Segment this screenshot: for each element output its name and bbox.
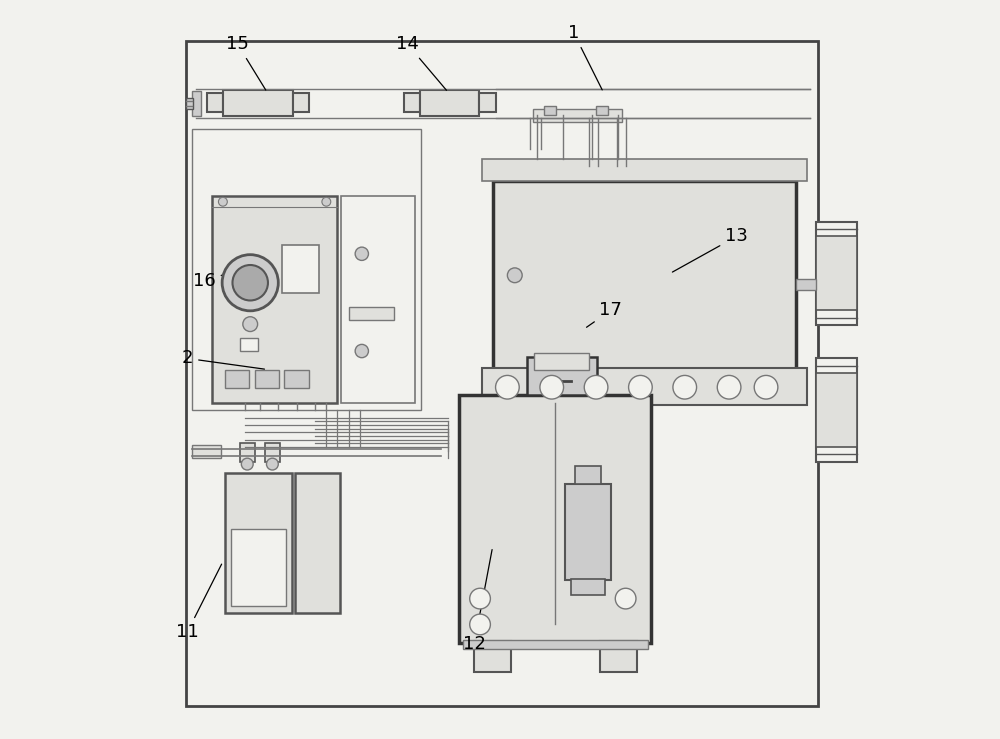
Bar [186, 41, 818, 706]
Bar [816, 358, 857, 462]
Circle shape [615, 588, 636, 609]
Bar [349, 307, 394, 320]
Circle shape [629, 375, 652, 399]
Circle shape [507, 268, 522, 282]
Bar [571, 579, 605, 595]
Circle shape [717, 375, 741, 399]
Bar [295, 473, 340, 613]
Bar [265, 443, 280, 462]
Bar [533, 109, 622, 122]
Text: 12: 12 [463, 550, 492, 653]
Bar [212, 196, 337, 403]
Bar [544, 106, 556, 115]
Bar [585, 164, 601, 173]
Circle shape [496, 375, 519, 399]
Bar [816, 373, 857, 447]
Text: 14: 14 [396, 35, 446, 90]
Bar [192, 445, 221, 458]
Bar [284, 370, 309, 388]
Bar [816, 222, 857, 325]
Circle shape [470, 614, 490, 635]
Text: 1: 1 [568, 24, 602, 90]
Bar [404, 93, 420, 112]
Bar [231, 529, 286, 606]
Bar [293, 93, 309, 112]
Text: 11: 11 [176, 564, 222, 641]
Bar [282, 245, 319, 293]
Bar [420, 90, 479, 116]
Bar [613, 164, 629, 173]
Circle shape [218, 197, 227, 206]
Bar [225, 473, 292, 613]
Circle shape [584, 375, 608, 399]
Bar [463, 640, 648, 649]
Bar [192, 129, 421, 410]
Bar [223, 90, 293, 116]
Bar [493, 181, 796, 370]
Text: 17: 17 [587, 302, 622, 327]
Text: 15: 15 [226, 35, 266, 90]
Bar [186, 98, 193, 109]
Text: 13: 13 [672, 228, 748, 272]
Bar [482, 159, 807, 181]
Bar [240, 443, 255, 462]
Bar [482, 368, 807, 405]
Bar [240, 338, 258, 351]
Bar [796, 279, 816, 290]
Circle shape [222, 255, 278, 311]
Bar [192, 91, 201, 116]
Circle shape [355, 247, 368, 260]
Bar [600, 641, 637, 672]
Circle shape [540, 375, 564, 399]
Circle shape [241, 458, 253, 470]
Circle shape [673, 375, 697, 399]
Circle shape [232, 265, 268, 301]
Bar [816, 236, 857, 310]
Bar [474, 641, 511, 672]
Circle shape [355, 344, 368, 358]
Bar [207, 93, 223, 112]
Bar [534, 353, 589, 370]
Circle shape [266, 458, 278, 470]
Bar [225, 370, 249, 388]
Bar [459, 395, 651, 643]
Circle shape [243, 317, 258, 332]
Circle shape [754, 375, 778, 399]
Bar [479, 93, 496, 112]
Circle shape [470, 588, 490, 609]
Bar [527, 357, 597, 395]
Bar [596, 106, 608, 115]
Bar [255, 370, 279, 388]
Bar [575, 466, 601, 484]
Bar [565, 484, 611, 580]
Circle shape [322, 197, 331, 206]
Text: 16: 16 [193, 267, 248, 290]
Text: 2: 2 [182, 350, 264, 369]
Bar [341, 196, 415, 403]
